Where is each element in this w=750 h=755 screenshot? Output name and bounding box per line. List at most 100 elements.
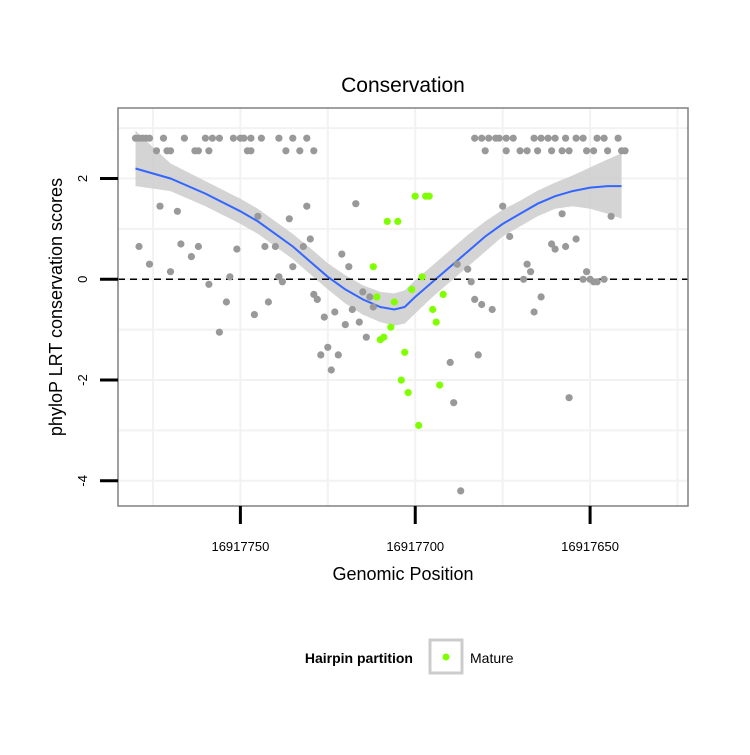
- other-point: [205, 147, 213, 155]
- smooth-line-group: [135, 167, 622, 311]
- other-point: [310, 147, 318, 155]
- mature-point: [439, 290, 447, 298]
- other-point: [600, 134, 608, 142]
- other-point: [523, 260, 531, 268]
- other-point: [369, 303, 377, 311]
- other-point: [562, 242, 570, 251]
- other-point: [275, 134, 283, 142]
- other-point: [296, 147, 304, 155]
- other-point: [478, 134, 486, 142]
- other-point: [485, 134, 493, 142]
- other-point: [450, 399, 458, 407]
- y-tick-label: 0: [75, 276, 90, 283]
- other-point: [593, 278, 601, 286]
- other-point: [313, 295, 321, 303]
- other-point: [145, 260, 154, 268]
- other-point: [331, 308, 339, 316]
- other-point: [324, 343, 332, 351]
- other-point: [233, 245, 241, 253]
- other-point: [366, 293, 374, 301]
- other-point: [205, 280, 213, 288]
- legend: Hairpin partition Mature: [305, 638, 514, 675]
- other-point: [488, 305, 496, 314]
- legend-title: Hairpin partition: [305, 650, 413, 666]
- other-point: [523, 147, 531, 155]
- other-point: [320, 313, 328, 321]
- mature-point: [404, 389, 412, 397]
- points-group: [131, 134, 629, 495]
- other-point: [264, 298, 272, 306]
- other-point: [572, 134, 580, 142]
- other-point: [177, 240, 185, 248]
- other-point: [240, 134, 248, 142]
- other-point: [247, 147, 255, 155]
- other-point: [551, 134, 559, 142]
- other-point: [282, 147, 290, 155]
- other-point: [534, 147, 542, 155]
- other-point: [464, 265, 472, 273]
- other-point: [135, 242, 143, 251]
- other-point: [194, 242, 202, 251]
- other-point: [257, 134, 265, 142]
- other-point: [481, 147, 489, 155]
- other-point: [254, 212, 262, 220]
- other-point: [187, 253, 195, 261]
- other-point: [303, 202, 311, 210]
- other-point: [278, 278, 286, 286]
- mature-point: [429, 305, 437, 314]
- other-point: [499, 202, 507, 210]
- other-point: [621, 147, 629, 155]
- other-point: [593, 134, 601, 142]
- legend-key-mature-point: [442, 653, 450, 661]
- other-point: [348, 305, 356, 314]
- mature-point: [373, 293, 381, 301]
- other-point: [289, 263, 297, 271]
- other-point: [152, 147, 161, 155]
- mature-point: [390, 298, 398, 306]
- other-point: [352, 200, 360, 208]
- other-point: [604, 147, 612, 155]
- other-point: [551, 245, 559, 253]
- mature-point: [415, 421, 423, 429]
- other-point: [474, 351, 482, 359]
- other-point: [537, 134, 545, 142]
- mature-point: [380, 333, 388, 341]
- other-point: [509, 134, 517, 142]
- other-point: [247, 134, 255, 142]
- other-point: [537, 293, 545, 301]
- other-point: [345, 263, 353, 271]
- other-point: [614, 134, 622, 142]
- mature-point: [369, 263, 377, 271]
- other-point: [558, 147, 566, 155]
- other-point: [527, 268, 535, 276]
- other-point: [446, 358, 454, 366]
- other-point: [327, 366, 335, 374]
- x-tick-label: 16917750: [211, 539, 269, 554]
- mature-point: [432, 318, 440, 326]
- other-point: [583, 268, 591, 276]
- other-point: [201, 134, 209, 142]
- mature-point: [411, 192, 419, 200]
- other-point: [180, 134, 188, 142]
- other-point: [215, 328, 223, 336]
- other-point: [548, 240, 556, 248]
- other-point: [261, 242, 269, 251]
- legend-label-mature: Mature: [470, 650, 514, 666]
- other-point: [520, 275, 528, 283]
- other-point: [530, 134, 538, 142]
- y-tick-label: -4: [75, 475, 90, 487]
- other-point: [156, 202, 164, 210]
- other-point: [579, 134, 587, 142]
- y-tick-label: -2: [75, 374, 90, 386]
- x-tick-label: 16917650: [561, 539, 619, 554]
- other-point: [299, 242, 307, 251]
- y-tick-label: 2: [75, 175, 90, 182]
- y-axis-label: phyloP LRT conservation scores: [46, 178, 66, 436]
- other-point: [229, 134, 237, 142]
- other-point: [166, 147, 175, 155]
- other-point: [600, 275, 608, 283]
- other-point: [341, 321, 349, 329]
- other-point: [583, 147, 591, 155]
- other-point: [516, 147, 524, 155]
- other-point: [194, 147, 202, 155]
